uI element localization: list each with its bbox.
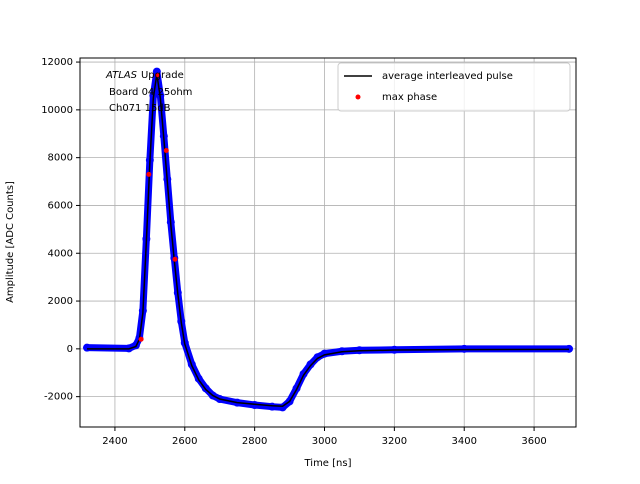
x-tick-label: 2800 xyxy=(242,436,267,447)
annotation-italic: ATLAS xyxy=(105,70,138,81)
y-tick-label: 6000 xyxy=(48,200,73,211)
max-phase-point xyxy=(155,72,161,78)
annotation: ATLAS Upgrade xyxy=(105,70,184,81)
x-tick-label: 3000 xyxy=(312,436,337,447)
max-phase-point xyxy=(172,256,178,262)
sample-point xyxy=(313,353,322,362)
sample-point xyxy=(565,344,574,353)
legend-label: average interleaved pulse xyxy=(382,71,513,82)
legend-box xyxy=(337,62,571,112)
x-axis-label: Time [ns] xyxy=(303,458,351,469)
y-tick-label: 4000 xyxy=(48,248,73,259)
x-tick-label: 3600 xyxy=(521,436,546,447)
annotation-text: Upgrade xyxy=(141,70,184,81)
legend-marker xyxy=(355,94,361,100)
y-tick-label: -2000 xyxy=(44,392,73,403)
x-tick-label: 3200 xyxy=(382,436,407,447)
sample-point xyxy=(306,360,315,369)
y-tick-label: 0 xyxy=(67,344,73,355)
x-tick-label: 2400 xyxy=(102,436,127,447)
y-tick-label: 8000 xyxy=(48,153,73,164)
sample-point xyxy=(82,343,91,352)
max-phase-point xyxy=(163,147,169,153)
legend-label: max phase xyxy=(382,92,437,103)
y-tick-label: 2000 xyxy=(48,296,73,307)
max-phase-point xyxy=(138,336,144,342)
y-axis-label: Amplitude [ADC Counts] xyxy=(5,181,16,303)
annotation: Ch071 15dB xyxy=(109,103,171,114)
plot-frame xyxy=(79,57,577,428)
y-tick-label: 12000 xyxy=(41,57,73,68)
average-line xyxy=(86,73,570,407)
x-tick-label: 3400 xyxy=(451,436,476,447)
x-tick-label: 2600 xyxy=(172,436,197,447)
sample-point xyxy=(268,402,277,411)
y-tick-label: 10000 xyxy=(41,105,73,116)
max-phase-point xyxy=(146,171,152,177)
annotation: Board 04 25ohm xyxy=(109,87,192,98)
